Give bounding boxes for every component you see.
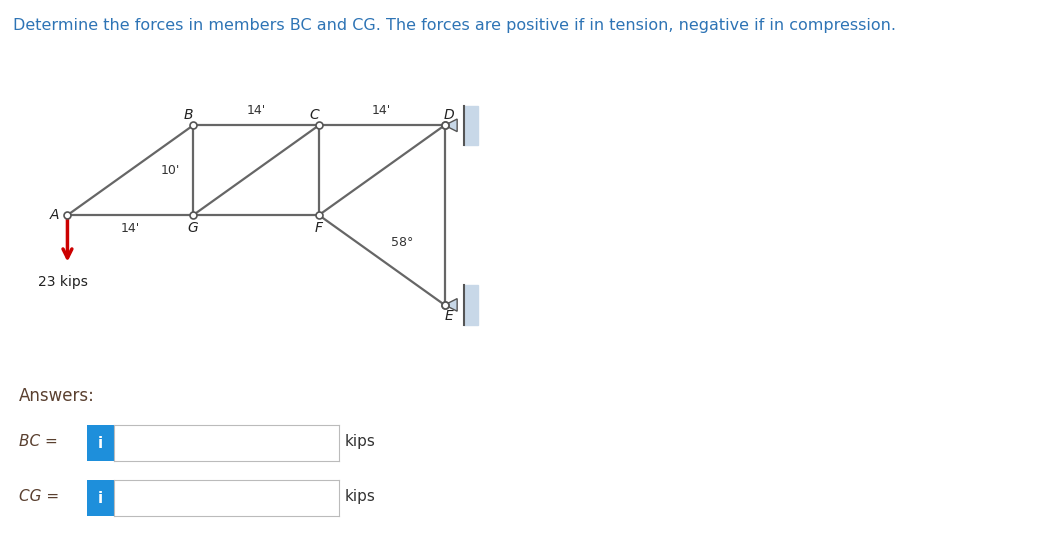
Text: kips: kips xyxy=(345,489,375,505)
Text: i: i xyxy=(98,436,103,451)
Text: kips: kips xyxy=(345,434,375,450)
Text: D: D xyxy=(444,108,454,121)
Text: 14': 14' xyxy=(121,222,140,235)
Text: Determine the forces in members BC and CG. The forces are positive if in tension: Determine the forces in members BC and C… xyxy=(13,18,895,32)
Text: CG =: CG = xyxy=(19,489,59,505)
Text: G: G xyxy=(188,221,199,234)
Polygon shape xyxy=(465,285,478,324)
Text: E: E xyxy=(445,309,453,323)
Text: 58°: 58° xyxy=(391,236,413,249)
Text: 23 kips: 23 kips xyxy=(38,275,88,289)
Text: 14': 14' xyxy=(372,104,391,116)
Text: i: i xyxy=(98,491,103,506)
Text: Answers:: Answers: xyxy=(19,387,95,405)
Text: BC =: BC = xyxy=(19,434,58,450)
Polygon shape xyxy=(465,105,478,145)
Text: F: F xyxy=(315,221,323,234)
Text: C: C xyxy=(309,108,320,121)
Text: A: A xyxy=(50,208,60,222)
Polygon shape xyxy=(445,299,457,311)
Text: 14': 14' xyxy=(246,104,266,116)
Text: 10': 10' xyxy=(161,164,180,177)
Text: B: B xyxy=(184,108,193,121)
Polygon shape xyxy=(445,119,457,132)
